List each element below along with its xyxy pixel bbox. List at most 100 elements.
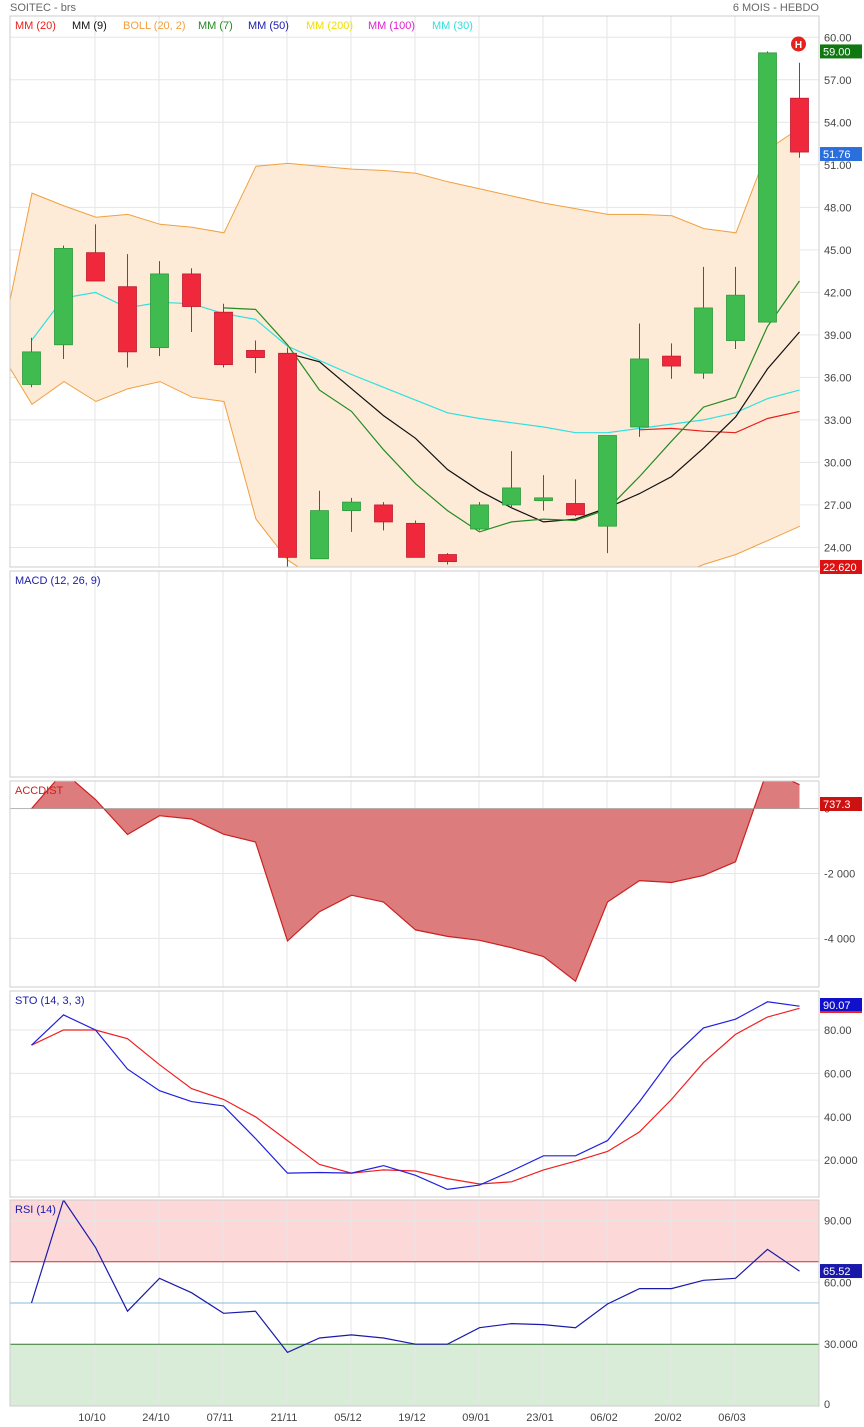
- candle-body: [86, 252, 105, 282]
- price-tick-label-6: 42.00: [824, 287, 852, 299]
- candle: [406, 520, 425, 558]
- sto-tick-label-2: 40.00: [824, 1112, 852, 1124]
- price-frame: [9, 15, 820, 568]
- price-tick-label-2: 54.00: [824, 117, 852, 129]
- legend-item: MM (7): [198, 20, 233, 32]
- sto-badge-label: 90.07: [823, 1000, 851, 1012]
- x-axis-label: 09/01: [462, 1412, 490, 1424]
- candle: [630, 323, 649, 437]
- candle: [598, 435, 617, 554]
- legend-item: MM (100): [368, 20, 415, 32]
- sto-frame: [9, 990, 820, 1198]
- candle: [534, 475, 553, 511]
- instrument-title: SOITEC - brs: [10, 2, 77, 14]
- candle-body: [502, 487, 521, 506]
- candle-body: [534, 497, 553, 502]
- candle-body: [438, 554, 457, 563]
- sto-tick-label-1: 60.00: [824, 1068, 852, 1080]
- rsi-badge-label: 65.52: [823, 1266, 851, 1278]
- candle: [566, 479, 585, 517]
- candle: [342, 497, 361, 532]
- price-tick-label-7: 39.00: [824, 330, 852, 342]
- candle: [22, 337, 41, 388]
- candle: [278, 347, 297, 567]
- accdist-tick-label-2: -4 000: [824, 933, 855, 945]
- high-marker-icon: [791, 36, 806, 52]
- candle-body: [182, 273, 201, 307]
- legend-item: MM (200): [306, 20, 353, 32]
- rsi-title: RSI (14): [15, 1204, 56, 1216]
- x-axis-label: 06/03: [718, 1412, 746, 1424]
- price-tick-label-5: 45.00: [824, 245, 852, 257]
- price-tick-label-0: 60.00: [824, 32, 852, 44]
- price-tick-label-3: 51.00: [824, 160, 852, 172]
- candle-body: [790, 97, 809, 153]
- candle: [438, 553, 457, 565]
- candle: [790, 62, 809, 158]
- accdist-area: [31, 781, 800, 982]
- rsi-tick-label-3: 0: [824, 1399, 830, 1411]
- candle-body: [374, 504, 393, 523]
- x-axis-label: 24/10: [142, 1412, 170, 1424]
- accdist-frame: [9, 780, 820, 988]
- candle: [726, 266, 745, 350]
- low-badge-label: 22.620: [823, 562, 857, 574]
- macd-frame: [9, 570, 820, 778]
- candle-body: [150, 273, 169, 349]
- mm7-line: [223, 280, 800, 533]
- candle-body: [54, 248, 73, 346]
- bollinger-lower-line: [10, 367, 801, 567]
- accdist-plot-area: [31, 781, 800, 983]
- accdist-title: ACCDIST: [15, 785, 64, 797]
- x-axis-label: 10/10: [78, 1412, 106, 1424]
- rsi-plot-area: [30, 1200, 800, 1354]
- candle-body: [566, 503, 585, 516]
- rsi-line: [30, 1200, 800, 1354]
- candle: [662, 343, 681, 379]
- high-badge: [820, 44, 862, 59]
- candle-body: [118, 286, 137, 353]
- price-tick-label-10: 30.00: [824, 457, 852, 469]
- accdist-line: [31, 781, 800, 983]
- price-tick-label-12: 24.00: [824, 542, 852, 554]
- sto-plot-area: [31, 1001, 800, 1191]
- candle-body: [598, 435, 617, 527]
- candle: [214, 303, 233, 368]
- candle-body: [726, 294, 745, 341]
- last-badge-label: 51.76: [823, 149, 851, 161]
- rsi-tick-label-1: 60.00: [824, 1277, 852, 1289]
- x-axis-label: 05/12: [334, 1412, 362, 1424]
- mm9-line: [287, 331, 800, 523]
- candle-body: [662, 355, 681, 367]
- x-axis-label: 06/02: [590, 1412, 618, 1424]
- x-axis-label: 20/02: [654, 1412, 682, 1424]
- high-badge-label: 59.00: [823, 46, 851, 58]
- legend-item: MM (9): [72, 20, 107, 32]
- candle: [86, 224, 105, 282]
- bollinger-band-fill: [10, 128, 800, 567]
- sto-tick-label-0: 80.00: [824, 1025, 852, 1037]
- candle-body: [214, 311, 233, 366]
- candle: [118, 254, 137, 368]
- bollinger-upper-line: [10, 127, 801, 303]
- sto-tick-label-3: 20.000: [824, 1155, 858, 1167]
- rsi-tick-label-0: 90.00: [824, 1216, 852, 1228]
- candle: [182, 268, 201, 333]
- legend-item: MM (20): [15, 20, 56, 32]
- candle: [246, 340, 265, 374]
- price-tick-label-1: 57.00: [824, 75, 852, 87]
- rsi-badge: [820, 1264, 862, 1279]
- candle-body: [342, 501, 361, 511]
- price-tick-label-11: 27.00: [824, 500, 852, 512]
- price-tick-label-9: 33.00: [824, 415, 852, 427]
- candle-body: [278, 352, 297, 558]
- candle: [54, 245, 73, 359]
- candle-body: [694, 307, 713, 374]
- x-axis-label: 19/12: [398, 1412, 426, 1424]
- candle-body: [406, 522, 425, 558]
- period-label: 6 MOIS - HEBDO: [732, 2, 819, 14]
- rsi-frame: [9, 1199, 820, 1407]
- last-badge: [820, 147, 862, 162]
